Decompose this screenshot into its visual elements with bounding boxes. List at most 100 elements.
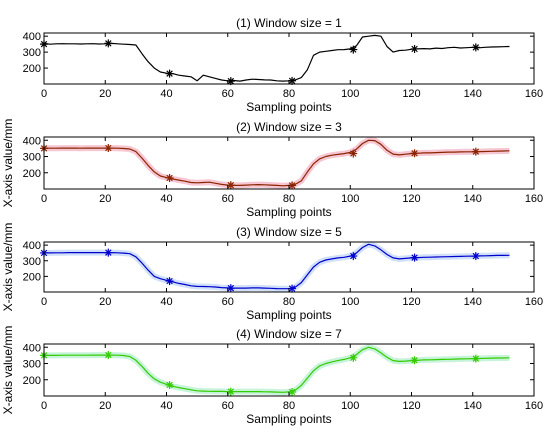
subplot-title: (3) Window size = 5 (236, 225, 342, 239)
x-axis-label: Sampling points (246, 100, 331, 114)
x-tick-label: 60 (222, 296, 234, 308)
x-tick-label: 140 (464, 296, 482, 308)
data-marker (226, 77, 235, 86)
x-tick-label: 100 (341, 400, 359, 412)
x-tick-label: 160 (525, 193, 543, 205)
x-tick-label: 160 (525, 296, 543, 308)
x-tick-label: 40 (160, 88, 172, 100)
x-tick-label: 60 (222, 193, 234, 205)
y-tick-label: 400 (23, 240, 41, 252)
x-tick-label: 80 (283, 400, 295, 412)
x-tick-label: 0 (41, 88, 47, 100)
x-tick-label: 140 (464, 88, 482, 100)
series-line (43, 139, 510, 187)
series-line (44, 243, 510, 290)
data-marker (288, 284, 297, 293)
data-marker (410, 149, 419, 158)
series-glow (43, 137, 510, 189)
data-marker (226, 387, 235, 396)
x-tick-label: 120 (402, 400, 420, 412)
y-axis-label: X-axis value/mm (1, 119, 15, 208)
subplot-3: (3) Window size = 5 0 20 40 60 80 100 120 140 160… (1, 223, 543, 322)
x-tick-label: 20 (99, 400, 111, 412)
data-marker (104, 144, 113, 153)
series-line (43, 34, 510, 82)
y-axis-label: X-axis value/mm (1, 223, 15, 312)
series-glow (44, 241, 510, 292)
plot-frame (43, 32, 535, 85)
data-marker (104, 39, 113, 48)
series-glow (44, 344, 510, 396)
x-tick-label: 140 (464, 400, 482, 412)
x-tick-label: 40 (160, 296, 172, 308)
subplot-1: (1) Window size = 1 0 20 40 60 80 100 120 140 160… (23, 16, 544, 114)
x-axis-label: Sampling points (246, 412, 331, 426)
data-marker (349, 353, 358, 362)
data-marker (288, 76, 297, 85)
x-tick-label: 20 (99, 296, 111, 308)
data-marker (288, 387, 297, 396)
y-tick-label: 400 (23, 31, 41, 43)
x-tick-label: 60 (222, 400, 234, 412)
y-tick-label: 400 (23, 135, 41, 147)
x-tick-label: 100 (341, 296, 359, 308)
x-tick-label: 20 (99, 88, 111, 100)
data-marker (349, 252, 358, 261)
y-tick-label: 300 (23, 256, 41, 268)
data-marker (410, 356, 419, 365)
x-tick-label: 100 (341, 88, 359, 100)
x-tick-label: 140 (464, 193, 482, 205)
plot-frame (43, 241, 535, 293)
data-marker (104, 351, 113, 360)
data-marker (288, 181, 297, 190)
data-marker (165, 277, 174, 286)
x-tick-label: 60 (222, 88, 234, 100)
subplot-title: (4) Window size = 7 (236, 327, 342, 341)
x-tick-label: 80 (283, 193, 295, 205)
x-tick-label: 0 (41, 193, 47, 205)
y-tick-label: 300 (23, 359, 41, 371)
x-tick-label: 20 (99, 193, 111, 205)
data-marker (471, 252, 480, 261)
x-tick-label: 120 (402, 193, 420, 205)
y-tick-label: 200 (23, 63, 41, 75)
x-tick-label: 120 (402, 296, 420, 308)
x-axis-label: Sampling points (246, 308, 331, 322)
x-tick-label: 120 (402, 88, 420, 100)
subplot-title: (1) Window size = 1 (236, 16, 342, 30)
y-tick-label: 300 (23, 152, 41, 164)
x-tick-label: 80 (283, 296, 295, 308)
y-tick-label: 300 (23, 47, 41, 59)
data-marker (165, 69, 174, 78)
y-axis-label: X-axis value/mm (1, 326, 15, 415)
y-tick-label: 200 (23, 271, 41, 283)
data-marker (471, 354, 480, 363)
x-tick-label: 100 (341, 193, 359, 205)
data-marker (410, 44, 419, 53)
data-marker (104, 248, 113, 257)
x-tick-label: 80 (283, 88, 295, 100)
x-tick-label: 0 (41, 400, 47, 412)
data-marker (165, 380, 174, 389)
data-marker (226, 181, 235, 190)
subplot-4: (4) Window size = 7 0 20 40 60 80 100 120 140 160… (1, 326, 543, 426)
data-marker (471, 43, 480, 52)
data-marker (226, 284, 235, 293)
plot-frame (43, 343, 535, 397)
x-tick-label: 160 (525, 88, 543, 100)
y-tick-label: 400 (23, 342, 41, 354)
data-marker (471, 147, 480, 156)
data-marker (349, 149, 358, 158)
data-marker (349, 45, 358, 54)
y-tick-label: 200 (23, 375, 41, 387)
y-tick-label: 200 (23, 168, 41, 180)
subplot-2: (2) Window size = 3 0 20 40 60 80 100 120 140 160… (1, 119, 543, 219)
data-marker (410, 253, 419, 262)
plot-frame (43, 136, 535, 190)
x-axis-label: Sampling points (246, 205, 331, 219)
data-marker (165, 173, 174, 182)
subplot-title: (2) Window size = 3 (236, 120, 342, 134)
series-line (44, 346, 510, 393)
x-tick-label: 40 (160, 193, 172, 205)
